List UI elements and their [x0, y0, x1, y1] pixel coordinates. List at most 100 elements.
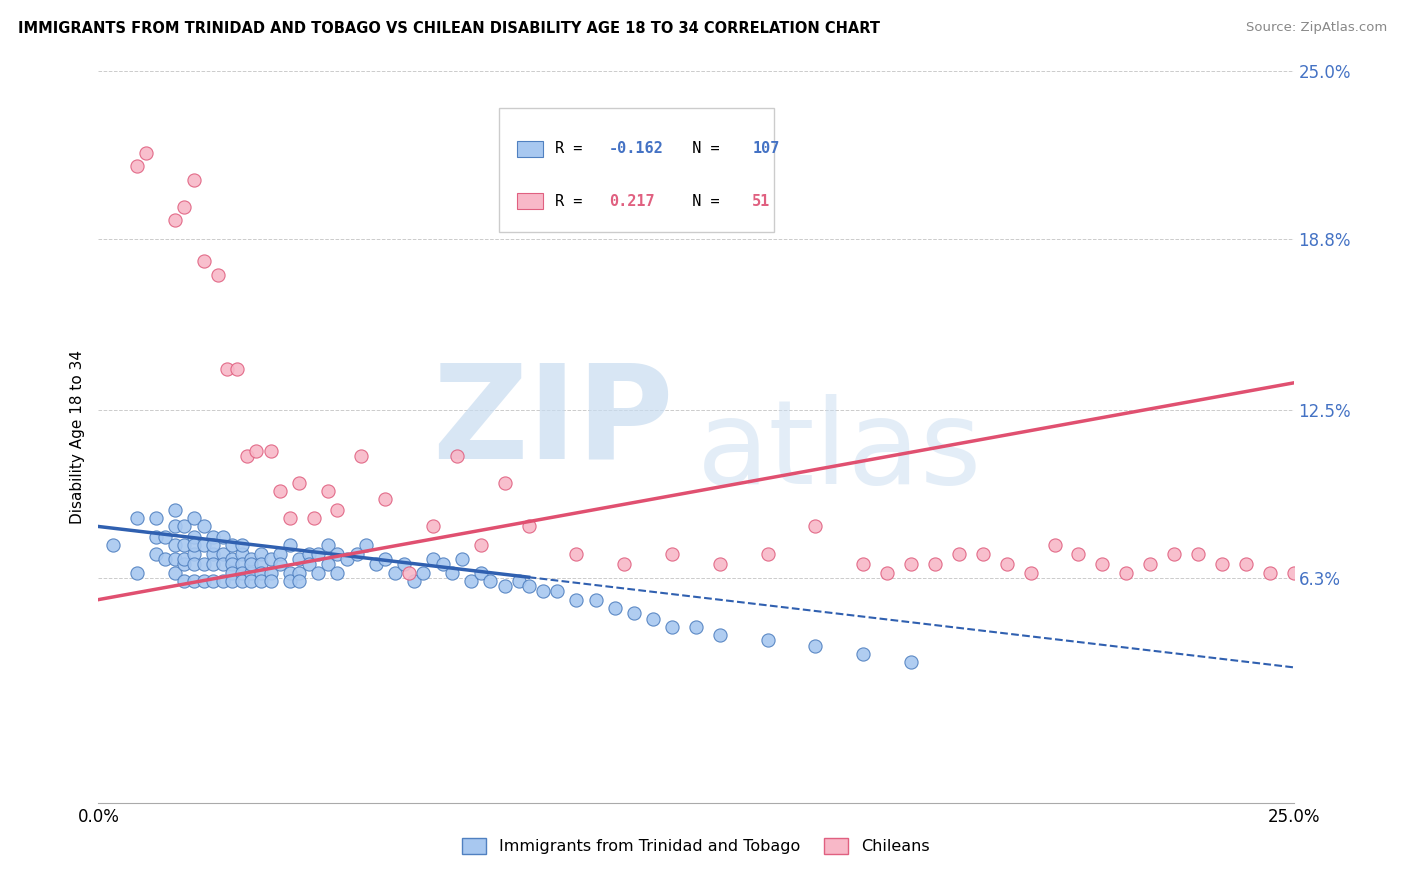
Point — [193, 558, 215, 572]
Point — [163, 519, 186, 533]
Point — [336, 552, 359, 566]
Point — [202, 574, 225, 588]
Point — [709, 628, 731, 642]
Text: R =: R = — [555, 194, 592, 209]
Point — [641, 611, 664, 625]
Point — [494, 579, 516, 593]
Point — [394, 558, 416, 572]
Point — [470, 566, 492, 580]
Point — [460, 574, 482, 588]
Point — [231, 574, 253, 588]
Text: ZIP: ZIP — [432, 359, 673, 486]
Point — [298, 547, 321, 561]
Point — [235, 449, 257, 463]
Point — [804, 519, 827, 533]
Point — [876, 566, 898, 580]
Text: R =: R = — [555, 142, 592, 156]
Point — [422, 519, 444, 533]
Point — [307, 547, 329, 561]
Point — [193, 538, 215, 552]
Point — [446, 449, 468, 463]
Point — [1115, 566, 1137, 580]
Point — [804, 639, 827, 653]
Point — [288, 566, 311, 580]
Point — [288, 574, 311, 588]
Point — [1163, 547, 1185, 561]
Point — [231, 566, 253, 580]
Point — [972, 547, 994, 561]
Point — [1234, 558, 1257, 572]
Point — [173, 519, 195, 533]
Point — [173, 558, 195, 572]
Point — [211, 530, 233, 544]
Point — [145, 530, 167, 544]
Point — [125, 511, 148, 525]
Point — [307, 566, 329, 580]
Point — [326, 547, 349, 561]
Point — [231, 558, 253, 572]
Point — [240, 566, 263, 580]
Point — [278, 566, 301, 580]
Point — [183, 511, 205, 525]
Point — [709, 558, 731, 572]
Point — [661, 547, 683, 561]
Point — [441, 566, 464, 580]
Point — [316, 558, 339, 572]
Point — [163, 552, 186, 566]
Point — [221, 538, 243, 552]
Point — [517, 519, 540, 533]
Point — [685, 620, 707, 634]
Text: atlas: atlas — [697, 394, 981, 509]
Point — [900, 558, 922, 572]
Point — [231, 547, 253, 561]
Point — [1211, 558, 1233, 572]
Point — [432, 558, 454, 572]
Point — [1019, 566, 1042, 580]
Point — [211, 574, 233, 588]
Point — [221, 574, 243, 588]
Point — [240, 574, 263, 588]
FancyBboxPatch shape — [517, 141, 543, 157]
Point — [173, 552, 195, 566]
Point — [1067, 547, 1090, 561]
Legend: Immigrants from Trinidad and Tobago, Chileans: Immigrants from Trinidad and Tobago, Chi… — [456, 831, 936, 861]
Point — [202, 538, 225, 552]
Point — [250, 547, 273, 561]
Point — [1282, 566, 1305, 580]
Point — [202, 547, 225, 561]
Point — [217, 362, 239, 376]
Point — [1091, 558, 1114, 572]
Point — [125, 566, 148, 580]
Y-axis label: Disability Age 18 to 34: Disability Age 18 to 34 — [69, 350, 84, 524]
Point — [101, 538, 124, 552]
Point — [603, 600, 626, 615]
Point — [163, 566, 186, 580]
Point — [852, 558, 875, 572]
Point — [250, 558, 273, 572]
Point — [852, 647, 875, 661]
Point — [948, 547, 970, 561]
Point — [298, 558, 321, 572]
Text: IMMIGRANTS FROM TRINIDAD AND TOBAGO VS CHILEAN DISABILITY AGE 18 TO 34 CORRELATI: IMMIGRANTS FROM TRINIDAD AND TOBAGO VS C… — [18, 21, 880, 37]
Point — [924, 558, 946, 572]
FancyBboxPatch shape — [517, 194, 543, 210]
Text: Source: ZipAtlas.com: Source: ZipAtlas.com — [1247, 21, 1388, 35]
Point — [412, 566, 434, 580]
Point — [278, 574, 301, 588]
Point — [221, 552, 243, 566]
Point — [155, 552, 177, 566]
Point — [398, 566, 420, 580]
Text: N =: N = — [675, 142, 730, 156]
Point — [374, 492, 396, 507]
Point — [125, 159, 148, 173]
Point — [995, 558, 1018, 572]
Point — [326, 566, 349, 580]
Point — [207, 268, 229, 282]
Point — [183, 530, 205, 544]
Point — [1258, 566, 1281, 580]
Text: 0.217: 0.217 — [609, 194, 654, 209]
Point — [173, 574, 195, 588]
Point — [135, 145, 157, 160]
Point — [173, 200, 195, 214]
Point — [155, 530, 177, 544]
